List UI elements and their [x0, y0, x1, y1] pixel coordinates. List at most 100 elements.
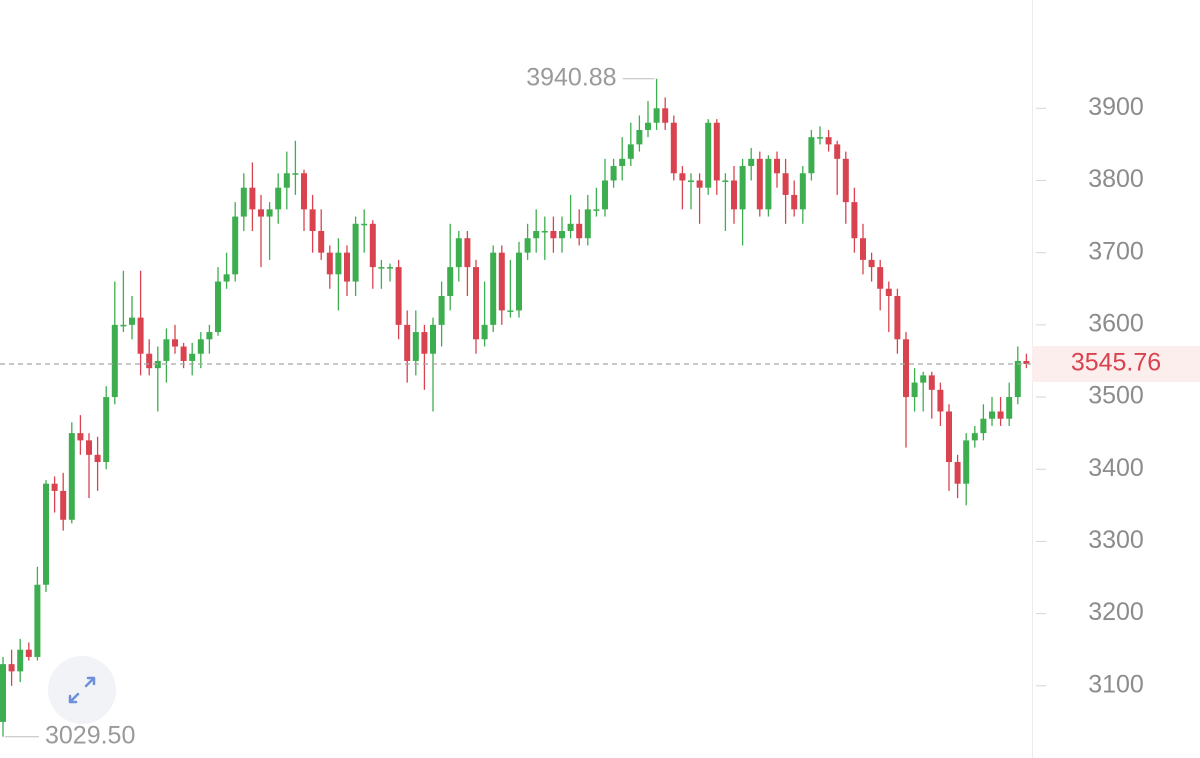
candle-body	[1014, 360, 1021, 398]
candle-body	[0, 664, 6, 722]
candle-body	[335, 252, 342, 275]
candle-body	[516, 252, 522, 311]
candle-body	[550, 231, 557, 239]
candle-body	[51, 483, 58, 491]
candle-body	[567, 223, 574, 232]
candle-body	[86, 440, 92, 455]
expand-icon[interactable]	[68, 676, 96, 704]
candle-body	[25, 649, 32, 657]
candle-body	[627, 144, 634, 159]
candle-body	[34, 584, 41, 657]
candle-body	[696, 180, 703, 188]
candle-body	[447, 267, 454, 296]
candle-body	[163, 339, 170, 361]
candle-body	[318, 231, 325, 253]
candle-body	[817, 137, 823, 139]
candle-body	[344, 252, 350, 282]
candle-body	[137, 317, 144, 354]
candle-body	[748, 158, 755, 167]
candle-body	[129, 317, 135, 325]
expand-button-bg[interactable]	[48, 656, 116, 724]
candle-body	[266, 209, 273, 217]
candle-body	[791, 194, 798, 210]
candle-body	[903, 339, 909, 398]
candle-body	[146, 353, 153, 369]
candle-body	[920, 375, 927, 383]
candle-body	[524, 238, 531, 253]
candle-body	[774, 158, 780, 174]
candle-body	[894, 295, 901, 340]
candle-body	[834, 144, 841, 159]
candle-body	[937, 389, 944, 412]
y-tick-label: 3300	[1088, 526, 1144, 554]
candle-body	[653, 108, 660, 123]
candle-body	[954, 462, 961, 484]
candle-body	[533, 231, 540, 239]
y-tick-label: 3900	[1088, 93, 1144, 121]
candle-body	[369, 223, 376, 268]
candle-body	[731, 180, 737, 210]
candle-body	[868, 259, 875, 268]
candle-body	[963, 440, 970, 484]
candle-body	[361, 223, 368, 226]
expand-button[interactable]	[48, 656, 116, 724]
candle-body	[679, 173, 686, 181]
candle-body	[559, 231, 565, 239]
candle-body	[842, 158, 849, 203]
candle-body	[602, 180, 608, 210]
candle-body	[421, 332, 428, 354]
candle-body	[60, 490, 67, 520]
low-marker-label: 3029.50	[45, 721, 135, 749]
candle-body	[206, 332, 213, 340]
candle-body	[877, 267, 884, 289]
candle-body	[713, 122, 720, 181]
candle-body	[636, 129, 643, 145]
candle-body	[989, 411, 995, 419]
y-tick-label: 3600	[1088, 309, 1144, 337]
candle-body	[997, 411, 1004, 419]
candle-body	[17, 649, 24, 672]
candle-body	[593, 209, 600, 211]
candle-body	[197, 339, 204, 354]
candle-body	[94, 454, 101, 463]
candle-body	[645, 122, 651, 130]
candle-body	[387, 267, 393, 269]
candle-body	[670, 122, 677, 174]
candle-body	[473, 267, 479, 340]
candle-body	[240, 187, 247, 217]
candle-body	[232, 216, 239, 275]
candle-body	[507, 310, 514, 312]
candle-body	[301, 173, 307, 210]
candle-body	[189, 353, 196, 361]
y-tick-label: 3100	[1088, 670, 1144, 698]
candle-body	[825, 137, 832, 145]
candle-body	[490, 252, 497, 325]
candle-body	[860, 238, 866, 260]
candle-body	[808, 137, 815, 174]
candle-body	[576, 223, 583, 239]
candle-body	[258, 209, 264, 217]
candle-body	[103, 397, 110, 463]
candle-body	[68, 433, 75, 520]
candle-body	[541, 231, 548, 233]
candle-body	[662, 108, 669, 123]
y-tick-label: 3500	[1088, 382, 1144, 410]
candle-body	[8, 664, 15, 672]
candle-body	[498, 252, 505, 311]
candle-body	[326, 252, 333, 275]
candle-body	[946, 411, 952, 463]
candle-body	[223, 274, 230, 282]
candle-body	[249, 187, 256, 210]
candle-body	[438, 295, 445, 325]
candle-body	[610, 166, 617, 181]
candle-body	[782, 173, 789, 195]
candle-body	[404, 324, 411, 361]
candle-body	[739, 166, 746, 210]
y-tick-label: 3700	[1088, 237, 1144, 265]
candle-body	[464, 238, 471, 268]
candle-body	[756, 158, 763, 210]
candle-body	[928, 375, 935, 390]
candle-body	[215, 281, 221, 333]
